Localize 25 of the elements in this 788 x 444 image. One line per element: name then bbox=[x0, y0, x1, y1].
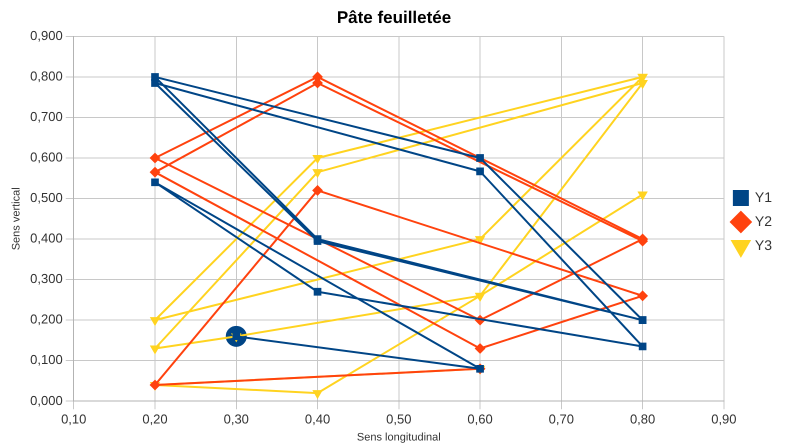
legend-label: Y1 bbox=[754, 188, 772, 205]
x-tick-label: 0,20 bbox=[142, 412, 168, 427]
x-tick-label: 0,10 bbox=[61, 412, 86, 427]
x-tick-label: 0,40 bbox=[304, 412, 330, 427]
y-tick-label: 0,600 bbox=[30, 150, 63, 165]
y-tick-label: 0,100 bbox=[30, 352, 63, 368]
x-tick-label: 0,60 bbox=[467, 412, 493, 427]
x-tick-label: 0,30 bbox=[224, 412, 249, 427]
chart-title: Pâte feuilletée bbox=[336, 8, 452, 27]
x-tick-label: 0,80 bbox=[630, 412, 656, 427]
x-tick-label: 0,70 bbox=[548, 412, 574, 427]
y-tick-label: 0,000 bbox=[30, 392, 63, 408]
x-tick-label: 0,90 bbox=[711, 412, 737, 427]
x-axis-title: Sens longitudinal bbox=[356, 431, 441, 444]
y-tick-label: 0,400 bbox=[30, 230, 63, 246]
y-tick-label: 0,300 bbox=[30, 271, 63, 286]
x-tick-label: 0,50 bbox=[386, 412, 412, 427]
legend-label: Y2 bbox=[754, 212, 772, 229]
y-tick-label: 0,500 bbox=[30, 190, 63, 206]
y-tick-label: 0,900 bbox=[30, 28, 63, 43]
legend-label: Y3 bbox=[754, 236, 772, 253]
y-tick-label: 0,200 bbox=[30, 312, 63, 327]
y-tick-label: 0,700 bbox=[30, 109, 63, 124]
y-axis-title: Sens vertical bbox=[10, 187, 23, 250]
y-tick-label: 0,800 bbox=[30, 68, 63, 84]
